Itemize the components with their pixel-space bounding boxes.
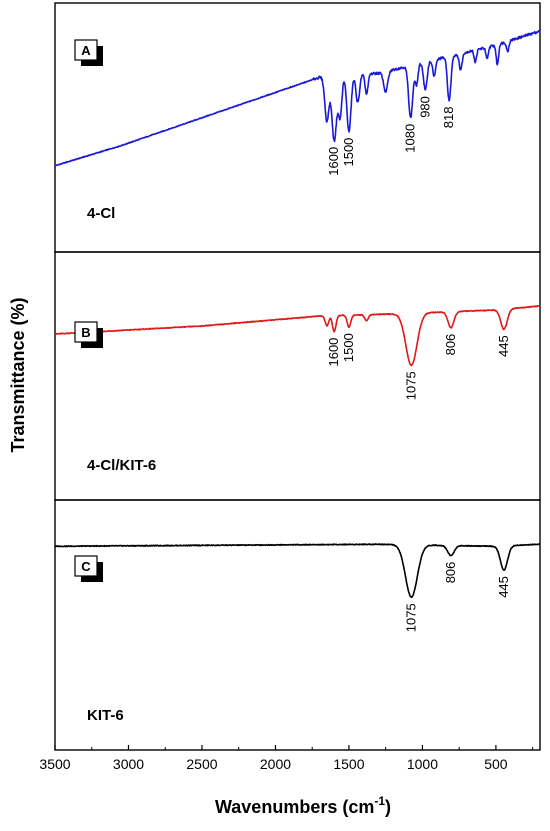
x-axis-ticks: 3500 3000 2500 2000 1500 1000 500 [39,745,534,772]
peak-label-b-1600: 1600 [326,338,341,367]
spectrum-line-b [54,305,541,367]
peak-label-b-1075: 1075 [403,371,418,400]
sample-label-a: 4-Cl [87,205,115,222]
badge-box-b [74,321,98,343]
peak-label-a-980: 980 [417,96,432,118]
sample-label-b: 4-Cl/KIT-6 [87,457,156,474]
peak-label-c-1075: 1075 [403,603,418,632]
peak-label-a-1080: 1080 [403,124,418,153]
spectra-group [54,29,541,599]
peak-label-a-1500: 1500 [341,138,356,167]
x-axis-title: Wavenumbers (cm-1) [215,794,391,817]
panel-frame-c [54,499,541,751]
x-tick-label-2500: 2500 [186,756,217,772]
peak-label-b-445: 445 [496,335,511,357]
x-tick-label-3500: 3500 [39,756,70,772]
peak-label-a-1600: 1600 [326,147,341,176]
badge-box-c [74,555,98,577]
badge-letter-c: C [81,559,91,574]
x-axis-title-end: ) [385,797,391,817]
panel-frame-a [54,2,541,253]
panel-badges-group: A 4-Cl B 4-Cl/KIT-6 C KIT-6 [74,39,156,724]
badge-letter-a: A [81,43,91,58]
x-tick-label-2000: 2000 [260,756,291,772]
spectrum-line-a [54,29,541,167]
x-tick-label-500: 500 [484,756,508,772]
x-tick-label-1500: 1500 [333,756,364,772]
peak-label-b-806: 806 [443,334,458,356]
spectrum-line-c [54,543,541,599]
panel-frames [54,2,541,751]
x-tick-label-1000: 1000 [407,756,438,772]
peak-label-a-818: 818 [441,107,456,129]
badge-letter-b: B [81,325,90,340]
badge-box-a [74,39,98,61]
x-axis-title-superscript: -1 [374,794,385,808]
peak-label-c-445: 445 [496,576,511,598]
y-axis-title: Transmittance (%) [8,297,28,452]
peak-label-b-1500: 1500 [341,333,356,362]
x-axis-title-main: Wavenumbers (cm [215,797,374,817]
x-tick-label-3000: 3000 [113,756,144,772]
sample-label-c: KIT-6 [87,707,124,724]
peak-label-c-806: 806 [443,562,458,584]
